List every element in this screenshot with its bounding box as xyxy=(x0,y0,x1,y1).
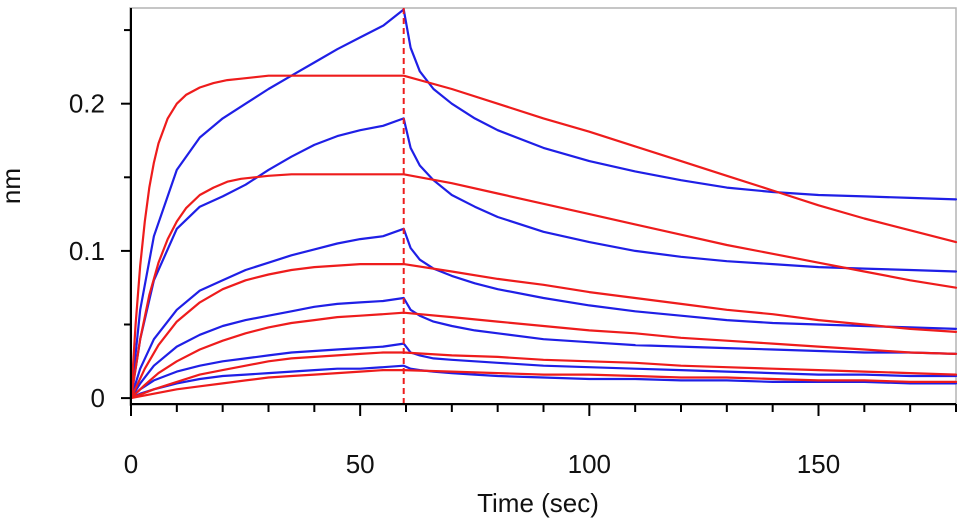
x-tick-label: 150 xyxy=(797,449,840,479)
x-axis-ticks: 0 50 100 150 xyxy=(124,404,957,479)
fit-curve-8 xyxy=(129,173,958,400)
fit-curve-7 xyxy=(129,74,958,400)
measured-curve-1 xyxy=(129,8,958,400)
y-tick-label: 0.2 xyxy=(69,89,105,119)
fit-curve-10 xyxy=(129,311,958,400)
x-tick-label: 50 xyxy=(346,449,375,479)
y-tick-label: 0 xyxy=(91,383,105,413)
x-axis-title: Time (sec) xyxy=(477,488,599,518)
plot-frame xyxy=(129,7,957,406)
y-tick-label: 0.1 xyxy=(69,236,105,266)
y-axis-ticks: 0 0.1 0.2 xyxy=(69,29,131,413)
y-axis-title: nm xyxy=(0,168,26,204)
fit-curve-9 xyxy=(129,263,958,400)
series-layer xyxy=(129,8,958,400)
measured-curve-3 xyxy=(129,227,958,400)
x-tick-label: 0 xyxy=(124,449,138,479)
measured-curve-2 xyxy=(129,117,958,400)
x-tick-label: 100 xyxy=(568,449,611,479)
